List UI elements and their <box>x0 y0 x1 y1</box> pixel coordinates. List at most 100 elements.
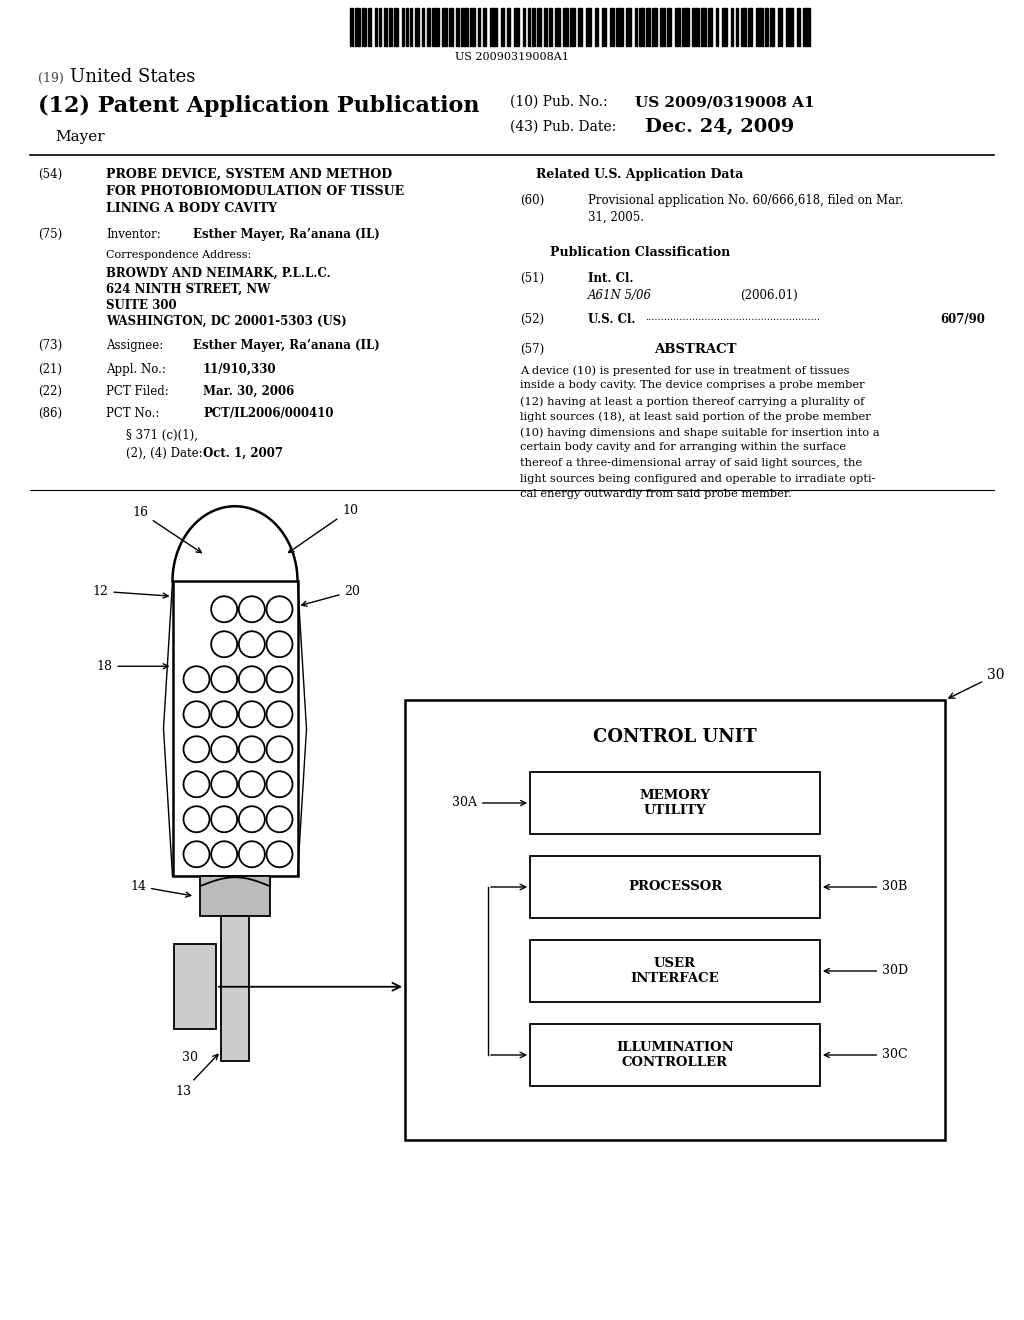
Text: (12) having at least a portion thereof carrying a plurality of: (12) having at least a portion thereof c… <box>520 396 864 407</box>
Text: ABSTRACT: ABSTRACT <box>653 343 736 356</box>
Bar <box>610 8 614 46</box>
Text: Dec. 24, 2009: Dec. 24, 2009 <box>645 117 795 136</box>
Text: Mar. 30, 2006: Mar. 30, 2006 <box>203 385 294 399</box>
Bar <box>652 8 657 46</box>
Bar <box>478 8 480 46</box>
Text: light sources (18), at least said portion of the probe member: light sources (18), at least said portio… <box>520 412 870 422</box>
Text: US 20090319008A1: US 20090319008A1 <box>455 51 569 62</box>
Bar <box>402 8 404 46</box>
Bar <box>708 8 712 46</box>
Text: MEMORY
UTILITY: MEMORY UTILITY <box>640 789 711 817</box>
Bar <box>528 8 530 46</box>
Bar <box>530 940 820 1002</box>
Text: 13: 13 <box>175 1055 218 1098</box>
Bar <box>523 8 525 46</box>
Bar <box>667 8 671 46</box>
Text: Esther Mayer, Ra’anana (IL): Esther Mayer, Ra’anana (IL) <box>193 228 380 242</box>
Bar <box>483 8 486 46</box>
Bar <box>362 8 366 46</box>
Text: PROBE DEVICE, SYSTEM AND METHOD: PROBE DEVICE, SYSTEM AND METHOD <box>106 168 392 181</box>
Bar <box>646 8 650 46</box>
Text: 30: 30 <box>182 1051 198 1064</box>
Text: inside a body cavity. The device comprises a probe member: inside a body cavity. The device compris… <box>520 380 864 391</box>
Text: (51): (51) <box>520 272 544 285</box>
Text: (73): (73) <box>38 339 62 352</box>
Text: 20: 20 <box>302 585 360 606</box>
Text: PCT Filed:: PCT Filed: <box>106 385 169 399</box>
Bar <box>682 8 689 46</box>
Bar <box>748 8 752 46</box>
Text: Oct. 1, 2007: Oct. 1, 2007 <box>203 447 283 459</box>
Text: BROWDY AND NEIMARK, P.L.L.C.: BROWDY AND NEIMARK, P.L.L.C. <box>106 267 331 280</box>
Bar <box>406 8 408 46</box>
Bar <box>778 8 782 46</box>
Text: Provisional application No. 60/666,618, filed on Mar.: Provisional application No. 60/666,618, … <box>588 194 903 207</box>
Bar <box>770 8 774 46</box>
Text: (2), (4) Date:: (2), (4) Date: <box>126 447 203 459</box>
Bar <box>410 8 412 46</box>
Bar <box>389 8 392 46</box>
Text: (52): (52) <box>520 313 544 326</box>
Text: CONTROL UNIT: CONTROL UNIT <box>593 729 757 746</box>
Text: Appl. No.:: Appl. No.: <box>106 363 166 376</box>
Text: WASHINGTON, DC 20001-5303 (US): WASHINGTON, DC 20001-5303 (US) <box>106 315 347 327</box>
Bar <box>427 8 430 46</box>
Bar <box>507 8 510 46</box>
Bar <box>379 8 381 46</box>
Text: 18: 18 <box>96 660 168 673</box>
Text: 16: 16 <box>132 506 202 553</box>
Bar <box>422 8 424 46</box>
Bar <box>530 1024 820 1086</box>
Bar <box>797 8 800 46</box>
Bar <box>803 8 810 46</box>
Text: 31, 2005.: 31, 2005. <box>588 211 644 224</box>
Text: LINING A BODY CAVITY: LINING A BODY CAVITY <box>106 202 278 215</box>
Bar <box>514 8 519 46</box>
Text: (19): (19) <box>38 73 68 84</box>
Bar <box>563 8 568 46</box>
Text: light sources being configured and operable to irradiate opti-: light sources being configured and opera… <box>520 474 876 483</box>
Text: 30: 30 <box>949 668 1005 698</box>
Bar <box>470 8 475 46</box>
Bar <box>449 8 453 46</box>
Bar <box>368 8 371 46</box>
Text: ........................................................: ........................................… <box>645 313 820 322</box>
Text: 30C: 30C <box>824 1048 907 1061</box>
Bar <box>442 8 447 46</box>
Bar <box>716 8 718 46</box>
Text: 11/910,330: 11/910,330 <box>203 363 276 376</box>
Text: (2006.01): (2006.01) <box>740 289 798 302</box>
Bar <box>461 8 468 46</box>
Text: USER
INTERFACE: USER INTERFACE <box>631 957 719 985</box>
Bar <box>786 8 793 46</box>
Bar <box>722 8 727 46</box>
Bar <box>756 8 763 46</box>
Bar <box>555 8 560 46</box>
Text: (75): (75) <box>38 228 62 242</box>
Text: § 371 (c)(1),: § 371 (c)(1), <box>126 429 198 442</box>
Bar <box>731 8 733 46</box>
Bar <box>490 8 497 46</box>
Bar <box>530 772 820 834</box>
Text: 624 NINTH STREET, NW: 624 NINTH STREET, NW <box>106 282 270 296</box>
Text: (21): (21) <box>38 363 62 376</box>
Text: certain body cavity and for arranging within the surface: certain body cavity and for arranging wi… <box>520 442 846 453</box>
Text: 30A: 30A <box>452 796 525 809</box>
Text: 14: 14 <box>130 879 190 898</box>
Text: (86): (86) <box>38 407 62 420</box>
Bar <box>456 8 459 46</box>
Text: (12) Patent Application Publication: (12) Patent Application Publication <box>38 95 479 117</box>
Text: PROCESSOR: PROCESSOR <box>628 880 722 894</box>
Bar <box>765 8 768 46</box>
Text: A61N 5/06: A61N 5/06 <box>588 289 652 302</box>
Bar <box>626 8 631 46</box>
Text: Inventor:: Inventor: <box>106 228 161 242</box>
Text: Mayer: Mayer <box>55 129 104 144</box>
Bar <box>701 8 706 46</box>
Text: cal energy outwardly from said probe member.: cal energy outwardly from said probe mem… <box>520 488 792 499</box>
Text: 12: 12 <box>92 585 168 598</box>
Bar <box>501 8 504 46</box>
Bar <box>537 8 541 46</box>
Text: Assignee:: Assignee: <box>106 339 163 352</box>
Text: US 2009/0319008 A1: US 2009/0319008 A1 <box>635 95 815 110</box>
